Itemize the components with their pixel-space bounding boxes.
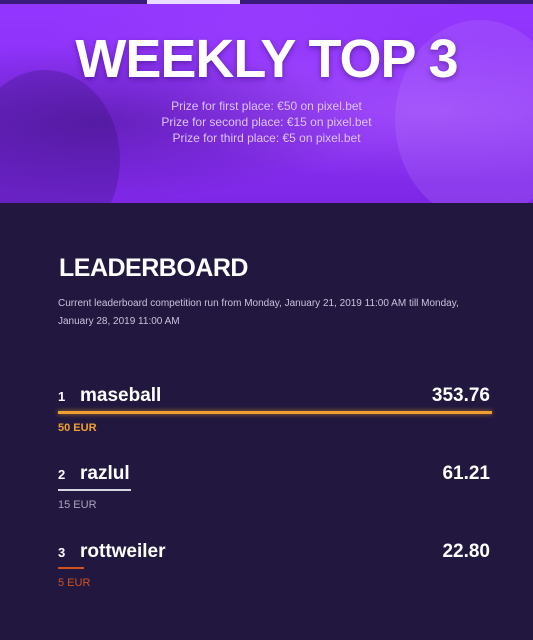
rank-number: 3: [58, 545, 66, 560]
leaderboard-title: LEADERBOARD: [59, 254, 248, 282]
leaderboard-panel: [0, 203, 533, 640]
prize-first-text: Prize for first place: €50 on pixel.bet: [171, 99, 362, 113]
rank-number: 1: [58, 389, 66, 404]
prize-amount: 5 EUR: [58, 577, 91, 589]
prize-amount: 50 EUR: [58, 422, 97, 434]
player-score: 61.21: [442, 463, 490, 484]
prize-amount: 15 EUR: [58, 499, 97, 511]
prize-second-text: Prize for second place: €15 on pixel.bet: [161, 115, 372, 129]
player-name: razlul: [80, 463, 130, 484]
leaderboard-row-3: 3 rottweiler 22.80 5 EUR: [58, 540, 492, 592]
prize-third-text: Prize for third place: €5 on pixel.bet: [172, 131, 361, 145]
player-name: maseball: [80, 385, 162, 406]
background-figure-right: [395, 20, 533, 203]
leaderboard-row-2: 2 razlul 61.21 15 EUR: [58, 462, 492, 514]
page-title: WEEKLY TOP 3: [75, 29, 458, 89]
player-score: 353.76: [431, 385, 490, 406]
active-tab-indicator[interactable]: [147, 0, 240, 4]
player-name: rottweiler: [80, 541, 166, 562]
rank-number: 2: [58, 467, 66, 482]
top-nav-bar: [0, 0, 533, 4]
leaderboard-row-1: 1 maseball 353.76 50 EUR: [58, 384, 492, 436]
leaderboard-description: Current leaderboard competition run from…: [58, 298, 459, 327]
hero-banner: WEEKLY TOP 3 Prize for first place: €50 …: [0, 0, 533, 203]
rank-underline-silver: [58, 489, 131, 491]
rank-underline-gold: [58, 411, 492, 414]
rank-underline-bronze: [58, 567, 84, 569]
player-score: 22.80: [442, 541, 490, 562]
